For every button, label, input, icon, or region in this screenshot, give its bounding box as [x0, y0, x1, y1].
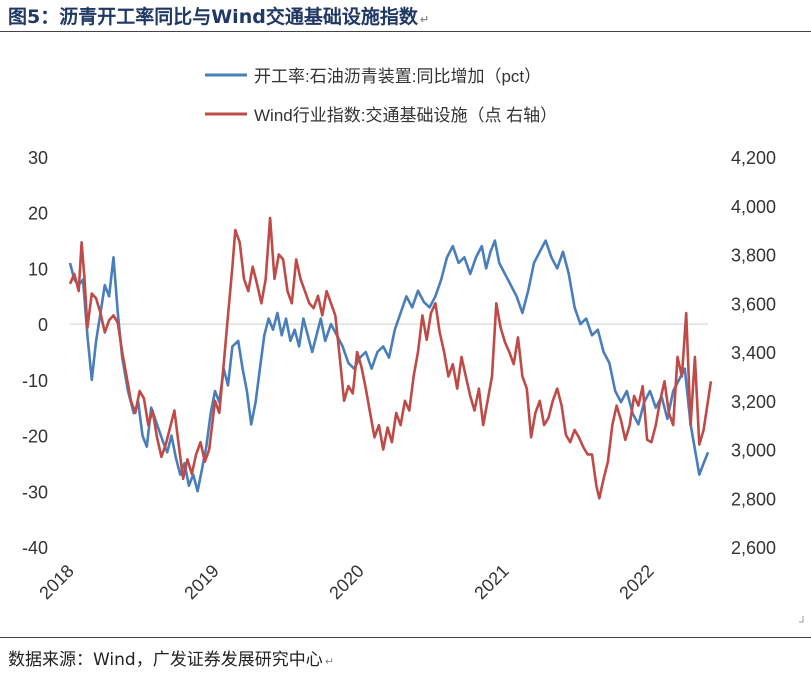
figure-title-text: 图5：沥青开工率同比与Wind交通基础设施指数	[8, 6, 418, 28]
legend: 开工率:石油沥青装置:同比增加（pct） Wind行业指数:交通基础设施（点 右…	[205, 67, 557, 125]
left-tick-label: 10	[28, 259, 48, 279]
right-tick-label: 2,600	[731, 538, 776, 558]
right-tick-label: 3,600	[731, 294, 776, 314]
right-tick-label: 3,400	[731, 343, 776, 363]
left-tick-label: -30	[22, 482, 48, 502]
source-text: 数据来源：Wind，广发证券发展研究中心	[8, 650, 323, 670]
series-line-2	[68, 216, 713, 500]
x-axis-tick-labels: 2018 2019 2020 2021 2022	[35, 561, 657, 603]
right-tick-label: 3,000	[731, 441, 776, 461]
right-tick-label: 4,000	[731, 197, 776, 217]
bottom-rule	[0, 637, 811, 638]
series-lines	[68, 216, 713, 500]
right-tick-label: 3,800	[731, 246, 776, 266]
x-tick-label: 2018	[35, 561, 77, 603]
right-axis-tick-labels: 4,200 4,000 3,800 3,600 3,400 3,200 3,000 2,800…	[731, 148, 776, 558]
legend-label-series-2: Wind行业指数:交通基础设施（点 右轴）	[254, 106, 557, 125]
right-tick-label: 2,800	[731, 489, 776, 509]
series-line-1	[68, 239, 710, 493]
x-tick-label: 2019	[180, 561, 222, 603]
top-rule	[0, 31, 811, 32]
left-tick-label: -10	[22, 371, 48, 391]
figure-title: 图5：沥青开工率同比与Wind交通基础设施指数 ↵	[8, 2, 429, 28]
x-tick-label: 2021	[470, 561, 512, 603]
return-mark-icon: ↵	[419, 13, 430, 26]
right-tick-label: 3,200	[731, 392, 776, 412]
right-tick-label: 4,200	[731, 148, 776, 168]
left-axis-tick-labels: 30 20 10 0 -10 -20 -30 -40	[22, 148, 48, 558]
left-tick-label: -40	[22, 538, 48, 558]
legend-label-series-1: 开工率:石油沥青装置:同比增加（pct）	[254, 67, 541, 86]
return-mark-plot-icon	[799, 616, 804, 623]
left-tick-label: 20	[28, 204, 48, 224]
x-tick-label: 2022	[615, 561, 657, 603]
source-note: 数据来源：Wind，广发证券发展研究中心 ↵	[8, 645, 334, 670]
source-return-mark-icon: ↵	[324, 655, 334, 668]
left-tick-label: 0	[38, 315, 48, 335]
left-tick-label: 30	[28, 148, 48, 168]
left-tick-label: -20	[22, 427, 48, 447]
x-tick-label: 2020	[325, 561, 367, 603]
